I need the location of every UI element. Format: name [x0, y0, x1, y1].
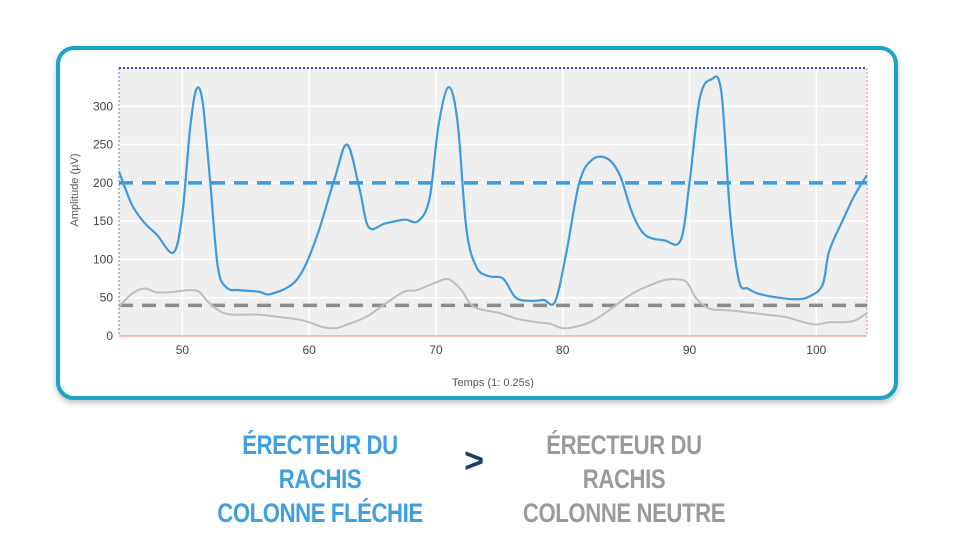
- x-tick-label: 100: [806, 343, 826, 357]
- y-tick-label: 100: [93, 252, 113, 266]
- caption-left: ÉRECTEUR DU RACHIS COLONNE FLÉCHIE: [213, 428, 426, 530]
- x-tick-label: 50: [176, 343, 190, 357]
- greater-than-symbol: >: [464, 442, 484, 480]
- caption-right-line1: ÉRECTEUR DU RACHIS: [546, 430, 702, 494]
- x-tick-label: 60: [302, 343, 316, 357]
- y-tick-label: 250: [93, 138, 113, 152]
- y-axis-title: Amplitude (µV): [69, 154, 81, 227]
- y-tick-label: 0: [106, 329, 113, 343]
- caption-left-line1: ÉRECTEUR DU RACHIS: [242, 430, 398, 494]
- chart-card: 0 50 100 150 200 250 300 50 60 70 80 90 100 Temps (1:…: [56, 46, 898, 400]
- series-line-0: [117, 75, 868, 306]
- comparison-caption: ÉRECTEUR DU RACHIS COLONNE FLÉCHIE > ÉRE…: [0, 428, 960, 528]
- caption-right: ÉRECTEUR DU RACHIS COLONNE NEUTRE: [517, 428, 730, 530]
- x-tick-label: 90: [683, 343, 697, 357]
- emg-line-chart: 0 50 100 150 200 250 300 50 60 70 80 90 100 Temps (1:…: [69, 67, 868, 389]
- caption-left-line2: COLONNE FLÉCHIE: [217, 498, 423, 528]
- y-tick-label: 50: [100, 291, 114, 305]
- series-line-1: [118, 278, 868, 330]
- x-tick-label: 70: [429, 343, 443, 357]
- y-tick-label: 150: [93, 214, 113, 228]
- x-axis-title: Temps (1: 0.25s): [452, 377, 534, 389]
- plot-background: [119, 68, 867, 336]
- y-tick-label: 300: [93, 99, 113, 113]
- y-tick-label: 200: [93, 176, 113, 190]
- caption-right-line2: COLONNE NEUTRE: [522, 498, 726, 528]
- x-tick-label: 80: [556, 343, 570, 357]
